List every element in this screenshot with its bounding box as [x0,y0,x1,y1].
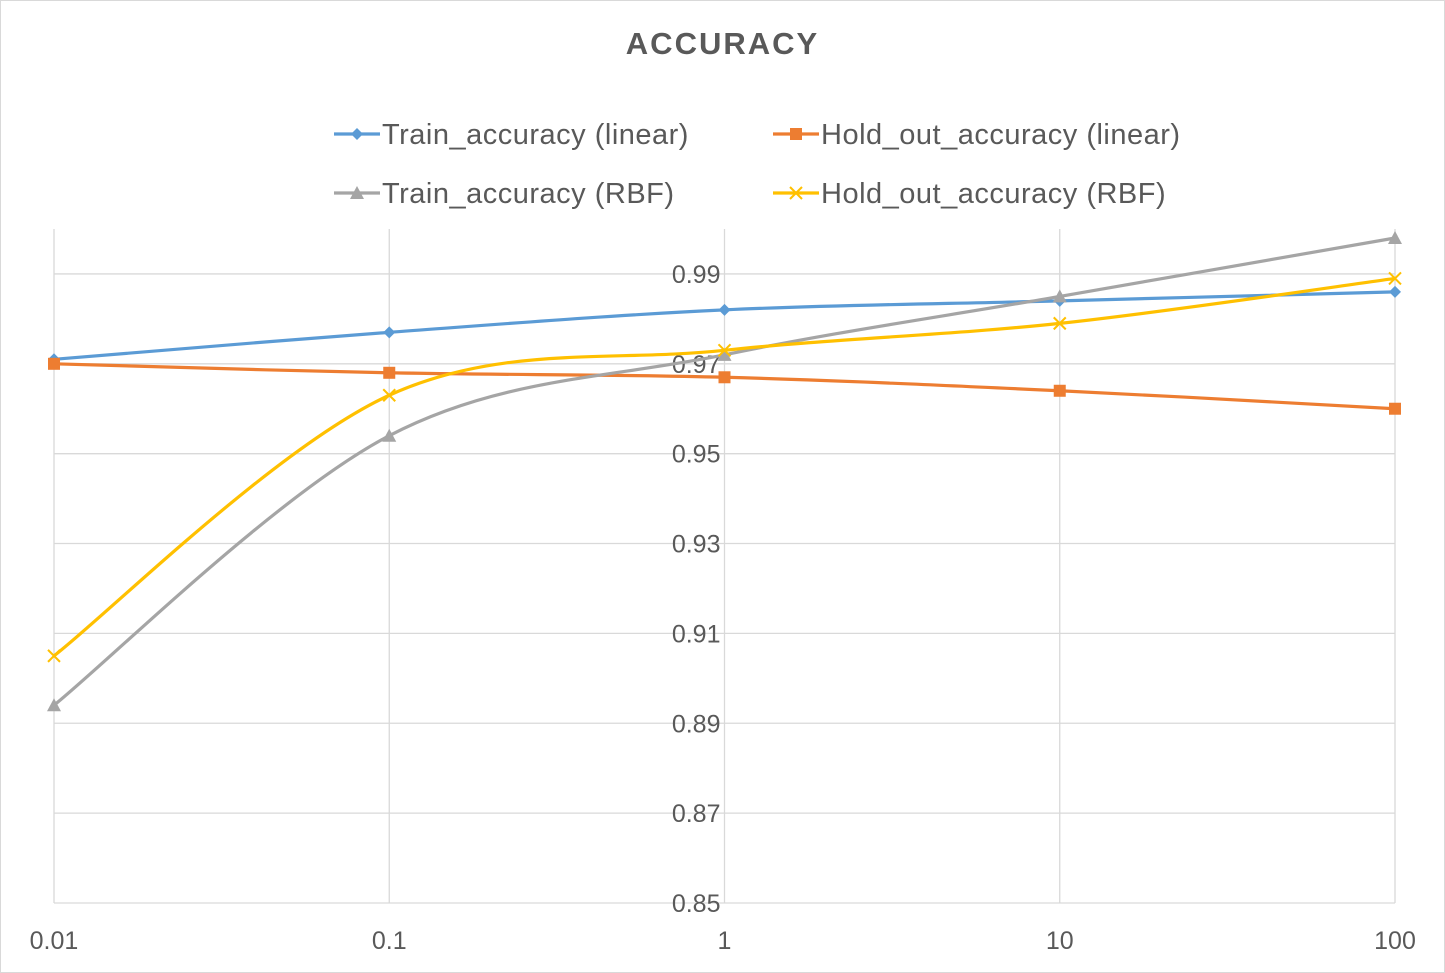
series-markers [47,230,1402,712]
data-point-series-3 [47,649,61,663]
data-point-series-0 [1389,285,1401,298]
chart-title: ACCURACY [625,26,820,61]
data-point-series-1 [48,357,60,370]
data-point-series-1 [1053,384,1066,397]
data-point-series-2 [1052,289,1067,303]
data-point-series-3 [1053,316,1067,331]
x-tick-label: 10 [1046,927,1074,955]
y-tick-label: 0.95 [672,441,721,469]
x-marker-stroke [382,388,396,402]
y-tick-label: 0.87 [672,800,721,828]
x-tick-label: 0.1 [372,927,407,955]
data-point-series-0 [718,303,731,316]
data-point-series-2 [1388,230,1402,244]
legend-item: Hold_out_accuracy (linear) [773,119,1181,151]
legend-marker [790,128,802,140]
data-point-series-3 [382,388,396,402]
legend-label: Train_accuracy (RBF) [382,178,675,210]
data-point-series-2 [382,428,397,442]
y-tick-label: 0.99 [672,261,721,289]
y-tick-label: 0.89 [672,710,721,738]
x-tick-label: 1 [718,927,732,955]
data-point-series-2 [47,698,61,712]
data-point-series-3 [1388,271,1402,286]
x-axis-labels: 0.01 0.1 1 10 100 [30,927,1416,955]
x-marker-stroke [717,343,732,358]
legend-label: Hold_out_accuracy (RBF) [821,178,1166,210]
legend-item: Hold_out_accuracy (RBF) [773,178,1166,210]
x-tick-label: 100 [1374,927,1416,955]
y-tick-label: 0.93 [672,531,721,559]
data-point-series-0 [383,326,396,339]
legend-label: Hold_out_accuracy (linear) [821,119,1181,151]
legend-marker [350,186,364,199]
legend-item: Train_accuracy (RBF) [334,178,675,210]
y-axis-labels: 0.85 0.87 0.89 0.91 0.93 0.95 0.97 0.99 [672,261,721,918]
x-marker-stroke [47,649,61,663]
data-point-series-2 [717,347,732,361]
data-point-series-1 [718,371,731,384]
data-point-series-1 [383,366,396,379]
data-point-series-1 [1389,402,1401,415]
x-marker-stroke [1388,271,1402,286]
legend-marker [351,128,363,140]
x-tick-label: 0.01 [30,927,79,955]
x-marker-stroke [789,186,803,200]
y-tick-label: 0.85 [672,890,721,918]
gridlines [53,229,1396,904]
legend-item: Train_accuracy (linear) [334,119,689,151]
y-tick-label: 0.91 [672,620,721,648]
legend-label: Train_accuracy (linear) [382,119,689,151]
data-point-series-3 [717,343,732,358]
y-tick-label: 0.97 [672,351,721,379]
legend-marker [789,186,803,200]
legend: Train_accuracy (linear) Hold_out_accuracy… [334,119,1181,210]
x-marker-stroke [1053,316,1067,331]
